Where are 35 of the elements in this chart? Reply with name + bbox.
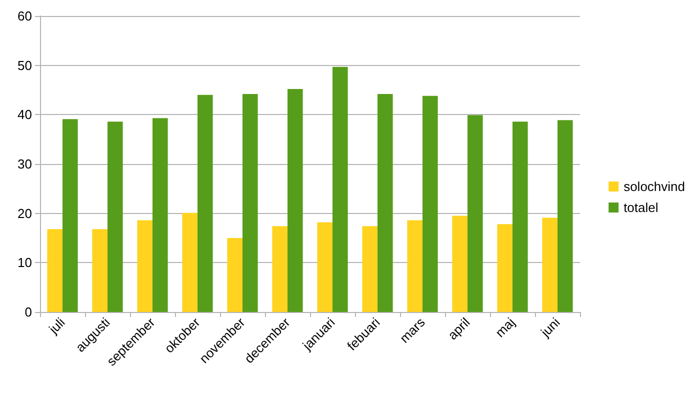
y-tick-label: 50 — [18, 58, 32, 73]
x-tick-label: maj — [492, 314, 518, 340]
bar — [422, 96, 438, 312]
bar — [497, 224, 512, 312]
bar — [317, 222, 332, 312]
bar — [137, 220, 152, 312]
bar — [362, 226, 378, 312]
legend-label: totalel — [624, 200, 658, 215]
bar — [272, 226, 288, 312]
y-tick-label: 10 — [18, 255, 32, 270]
y-tick-label: 0 — [24, 304, 32, 320]
bar — [108, 122, 123, 312]
bar — [92, 229, 108, 312]
x-tick-label: juli — [45, 314, 68, 338]
bar — [227, 238, 242, 312]
y-tick-label: 30 — [18, 156, 32, 172]
bar — [62, 119, 78, 312]
bar — [47, 229, 62, 312]
bar — [468, 115, 483, 312]
bar — [288, 89, 303, 312]
bar — [378, 94, 393, 312]
bar — [542, 218, 558, 312]
bar — [332, 66, 348, 312]
bar — [452, 216, 468, 312]
bar — [242, 94, 258, 312]
bar — [152, 118, 168, 312]
bar — [198, 94, 213, 312]
legend-label: solochvind — [624, 179, 686, 194]
y-tick-label: 40 — [18, 107, 32, 122]
bar — [407, 220, 422, 312]
bar — [512, 122, 528, 312]
bar — [182, 212, 198, 312]
y-tick-label: 60 — [18, 8, 32, 24]
y-tick-label: 20 — [18, 206, 32, 221]
bar — [558, 120, 573, 312]
